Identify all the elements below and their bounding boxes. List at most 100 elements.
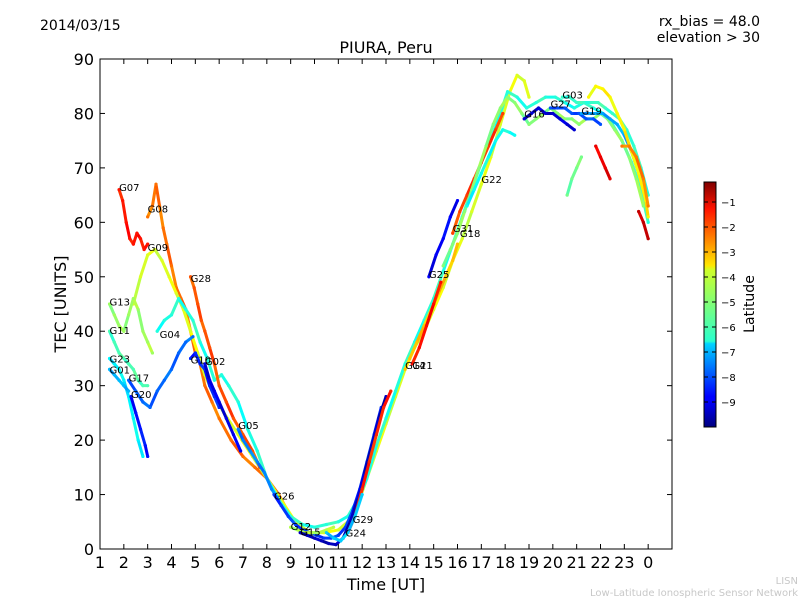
- data-point: [210, 400, 214, 404]
- data-point: [134, 411, 138, 415]
- data-point: [117, 367, 121, 371]
- series-segment: [165, 242, 173, 268]
- series-layer: [107, 73, 650, 547]
- series-segment: [192, 286, 200, 306]
- series-segment: [198, 362, 207, 388]
- data-point: [212, 378, 216, 382]
- data-point: [317, 531, 321, 535]
- data-point: [598, 122, 603, 126]
- data-point: [608, 95, 612, 99]
- data-point: [594, 111, 598, 116]
- data-point: [522, 79, 526, 83]
- series-segment: [170, 264, 178, 290]
- data-point: [458, 209, 462, 214]
- x-tick-label: 15: [423, 553, 443, 572]
- series-segment: [236, 427, 245, 442]
- data-point: [196, 302, 200, 306]
- data-point: [142, 247, 146, 252]
- series-g22: [465, 128, 517, 208]
- satellite-label: G12: [291, 522, 311, 533]
- data-point: [312, 536, 317, 540]
- data-point: [601, 87, 605, 91]
- data-point: [136, 307, 140, 312]
- data-point: [177, 351, 181, 355]
- series-segment: [599, 155, 607, 170]
- data-point: [536, 106, 541, 110]
- x-tick-label: 23: [614, 553, 634, 572]
- series-segment: [627, 144, 638, 159]
- series-segment: [432, 286, 445, 311]
- series-segment: [620, 139, 631, 159]
- series-segment: [189, 329, 200, 355]
- data-point: [479, 171, 483, 175]
- satellite-label: G02: [205, 357, 225, 368]
- series-unlabeled: [565, 155, 584, 197]
- data-point: [131, 416, 135, 420]
- series-segment: [217, 384, 228, 404]
- data-point: [360, 487, 364, 491]
- satellite-label: G19: [581, 107, 601, 118]
- data-point: [177, 296, 181, 301]
- series-segment: [479, 155, 493, 186]
- series-segment: [124, 220, 132, 241]
- series-segment: [441, 215, 452, 241]
- colorbar-tick-label: −9: [721, 398, 736, 409]
- data-point: [122, 384, 126, 388]
- series-g28: [188, 275, 262, 469]
- data-point: [241, 438, 245, 442]
- y-tick-label: 0: [84, 540, 94, 559]
- data-point: [162, 378, 166, 382]
- series-segment: [432, 280, 443, 306]
- data-point: [505, 95, 510, 99]
- series-segment: [212, 389, 221, 404]
- series-segment: [212, 395, 221, 409]
- series-segment: [210, 400, 221, 420]
- series-segment: [594, 144, 602, 159]
- data-point: [229, 438, 233, 442]
- data-point: [131, 296, 135, 301]
- series-g04: [155, 90, 650, 529]
- series-segment: [117, 188, 125, 203]
- series-segment: [427, 253, 438, 279]
- series-segment: [522, 79, 531, 99]
- chart-title: PIURA, Peru: [339, 38, 433, 57]
- data-point: [136, 378, 140, 382]
- elevation-label: elevation > 30: [656, 30, 760, 46]
- data-point: [591, 117, 595, 121]
- series-segment: [196, 302, 203, 322]
- data-point: [217, 416, 221, 420]
- series-segment: [339, 531, 350, 543]
- data-point: [112, 362, 116, 366]
- date-label: 2014/03/15: [40, 18, 121, 34]
- data-point: [620, 144, 624, 148]
- series-segment: [563, 101, 576, 110]
- data-point: [122, 356, 126, 361]
- data-point: [572, 106, 576, 110]
- data-point: [155, 389, 159, 393]
- series-segment: [170, 297, 181, 317]
- data-point: [603, 166, 607, 170]
- data-point: [227, 384, 231, 388]
- series-g01: [107, 367, 131, 393]
- y-tick-label: 50: [74, 268, 94, 287]
- data-point: [212, 362, 216, 366]
- series-segment: [625, 128, 636, 148]
- series-segment: [634, 155, 645, 181]
- series-segment: [565, 177, 574, 197]
- data-point: [146, 454, 150, 459]
- data-point: [312, 525, 317, 529]
- data-point: [161, 226, 165, 230]
- series-segment: [217, 416, 233, 442]
- series-segment: [448, 231, 459, 252]
- y-tick-label: 20: [74, 431, 94, 450]
- series-segment: [231, 416, 245, 437]
- data-point: [224, 416, 228, 420]
- data-point: [167, 275, 171, 279]
- data-point: [455, 198, 460, 203]
- data-point: [146, 253, 150, 257]
- series-segment: [627, 155, 638, 181]
- x-tick-label: 1: [95, 553, 105, 572]
- data-point: [586, 111, 591, 116]
- series-segment: [127, 297, 135, 317]
- data-point: [188, 356, 193, 361]
